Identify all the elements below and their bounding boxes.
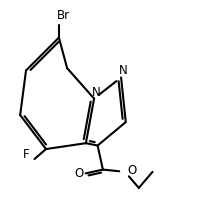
Text: N: N: [92, 86, 100, 99]
Text: Br: Br: [57, 9, 70, 22]
Text: N: N: [119, 64, 128, 77]
Text: F: F: [23, 149, 29, 161]
Text: O: O: [127, 164, 136, 178]
Text: O: O: [74, 167, 84, 180]
